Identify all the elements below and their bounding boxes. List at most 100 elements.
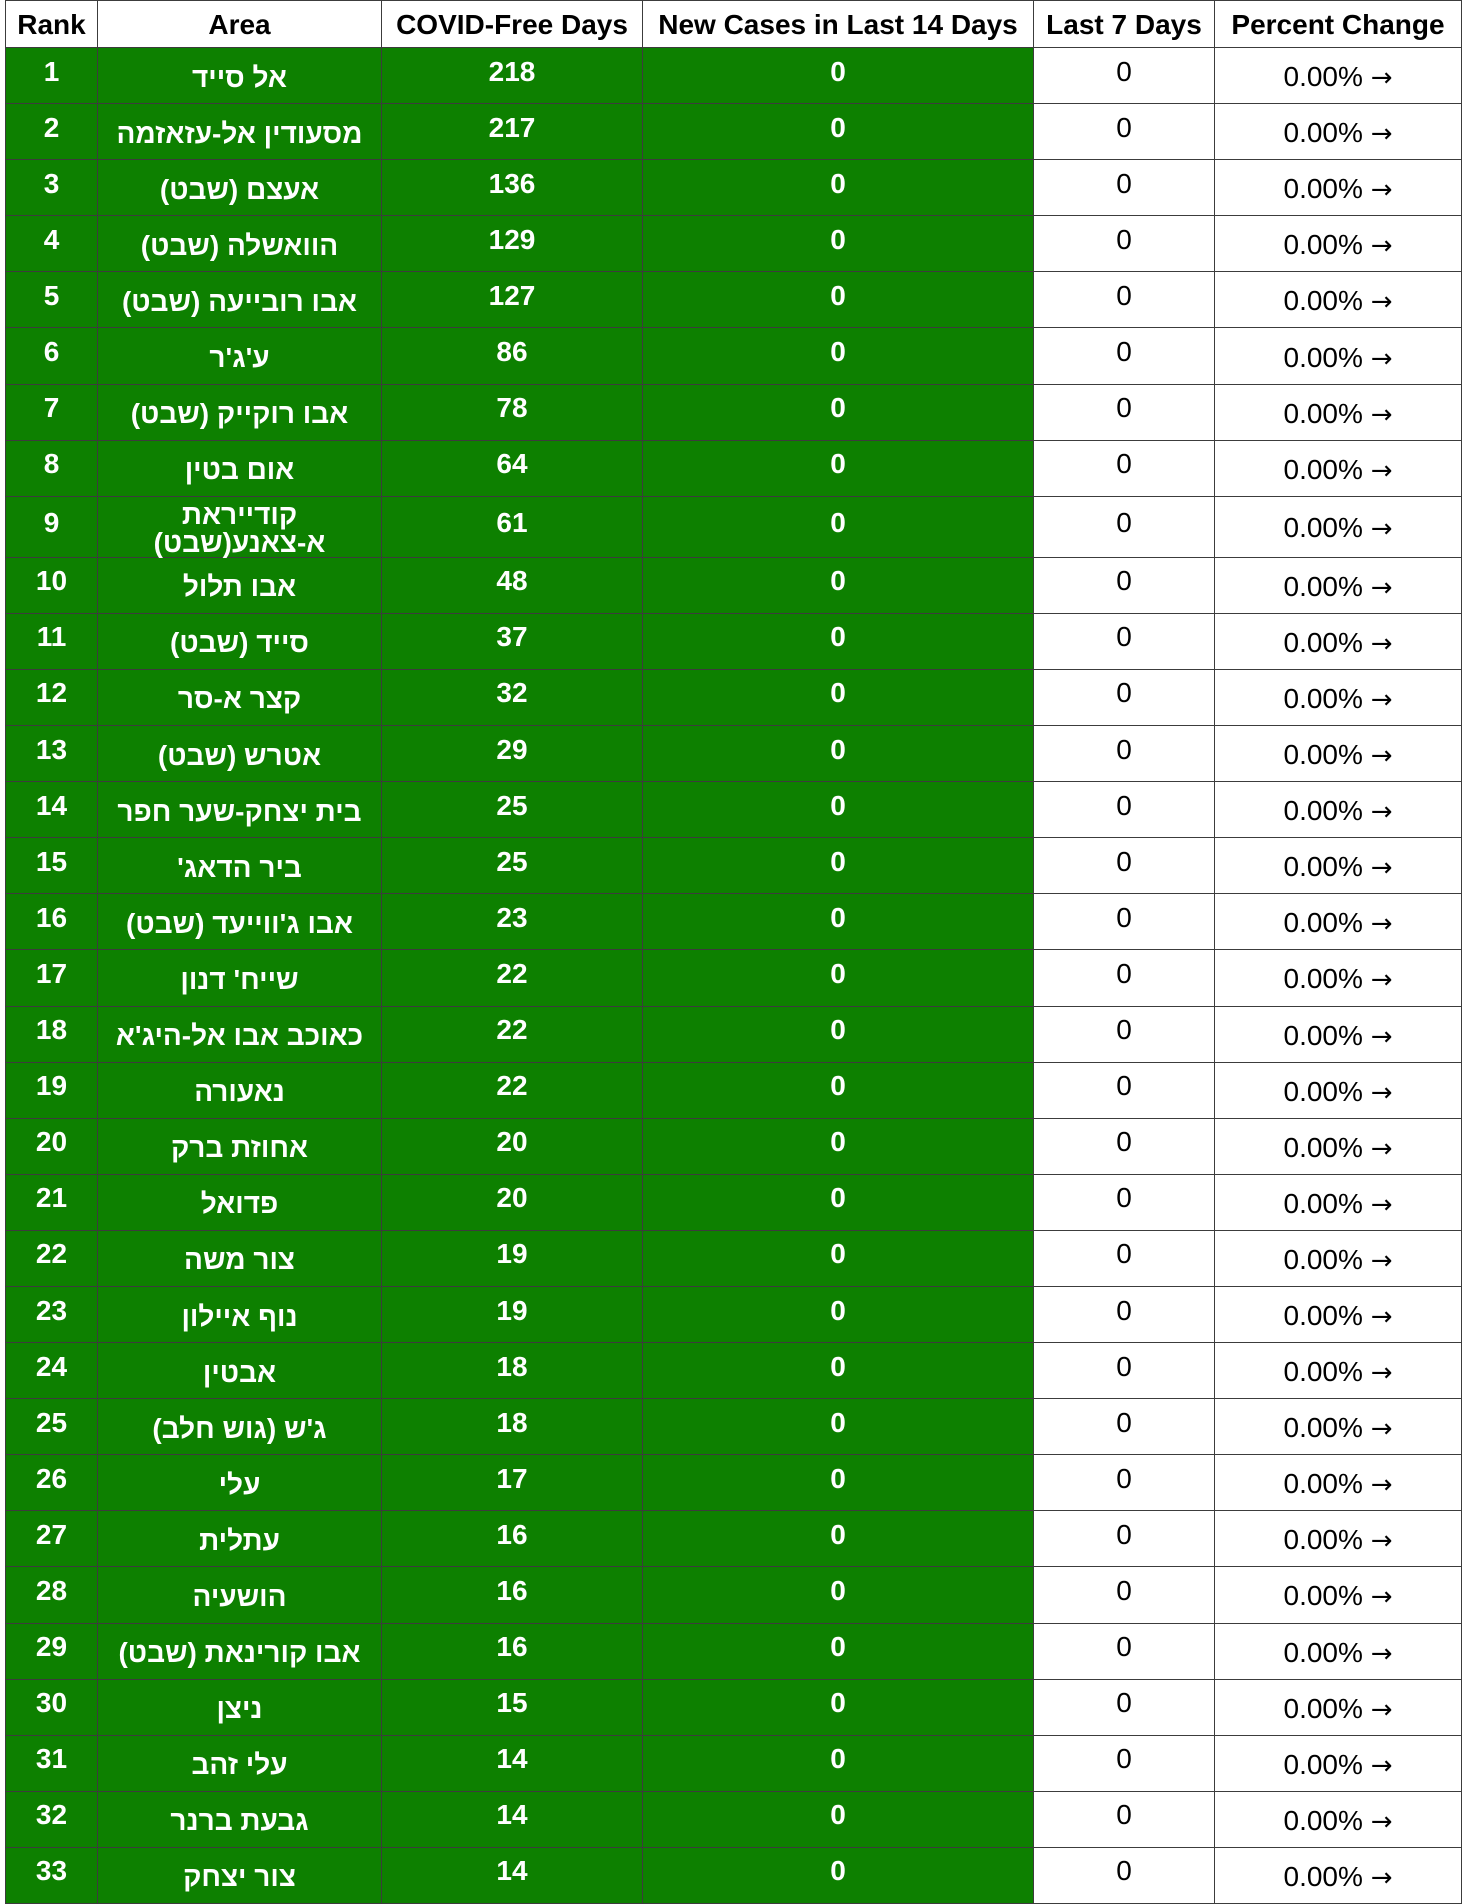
column-header-area[interactable]: Area — [97, 0, 382, 48]
percent-change-cell: 0.00% → — [1214, 271, 1462, 329]
percent-change-cell: 0.00% → — [1214, 495, 1462, 558]
covid-free-days-cell: 14 — [381, 1790, 643, 1848]
area-cell: עלי — [97, 1454, 382, 1512]
percent-change-value: 0.00% — [1283, 341, 1363, 373]
area-cell: ג'ש (גוש חלב) — [97, 1398, 382, 1456]
area-cell: ניצן — [97, 1678, 382, 1736]
column-header-covid-free-days[interactable]: COVID-Free Days — [381, 0, 643, 48]
covid-free-days-cell: 61 — [381, 495, 643, 558]
new-cases-14-days-cell: 0 — [642, 215, 1034, 273]
rank-cell: 18 — [5, 1005, 98, 1063]
percent-change-cell: 0.00% → — [1214, 103, 1462, 161]
new-cases-14-days-cell: 0 — [642, 1454, 1034, 1512]
percent-change-cell: 0.00% → — [1214, 1510, 1462, 1568]
percent-change-cell: 0.00% → — [1214, 1734, 1462, 1792]
covid-free-days-cell: 16 — [381, 1510, 643, 1568]
percent-change-cell: 0.00% → — [1214, 1285, 1462, 1344]
new-cases-14-days-cell: 0 — [642, 159, 1034, 217]
covid-free-days-table: Rank Area COVID-Free Days New Cases in L… — [5, 0, 1462, 1904]
percent-change-cell: 0.00% → — [1214, 556, 1462, 614]
table-row: 29 אבו קורינאת (שבט) 16 0 0 0.00% → — [5, 1622, 1462, 1680]
percent-change-cell: 0.00% → — [1214, 1061, 1462, 1119]
percent-change-value: 0.00% — [1283, 851, 1363, 883]
header-row: Rank Area COVID-Free Days New Cases in L… — [5, 0, 1462, 48]
right-arrow-icon: → — [1370, 1358, 1393, 1389]
right-arrow-icon: → — [1370, 1245, 1393, 1276]
last-7-days-cell: 0 — [1033, 1398, 1215, 1456]
percent-change-cell: 0.00% → — [1214, 159, 1462, 217]
percent-change-value: 0.00% — [1283, 1187, 1363, 1219]
percent-change-cell: 0.00% → — [1214, 215, 1462, 273]
percent-change-cell: 0.00% → — [1214, 1173, 1462, 1231]
area-cell: עתלית — [97, 1510, 382, 1568]
rank-cell: 7 — [5, 383, 98, 441]
area-cell: מסעודין אל-עזאזמה — [97, 103, 382, 161]
covid-free-days-cell: 129 — [381, 215, 643, 273]
percent-change-value: 0.00% — [1283, 117, 1363, 149]
rank-cell: 24 — [5, 1342, 98, 1400]
rank-cell: 28 — [5, 1566, 98, 1624]
area-cell: הוואשלה (שבט) — [97, 215, 382, 273]
table-row: 8 אום בטין 64 0 0 0.00% → — [5, 439, 1462, 497]
new-cases-14-days-cell: 0 — [642, 1229, 1034, 1287]
percent-change-value: 0.00% — [1283, 739, 1363, 771]
right-arrow-icon: → — [1370, 119, 1393, 150]
right-arrow-icon: → — [1370, 1021, 1393, 1052]
column-header-new-cases-14-days[interactable]: New Cases in Last 14 Days — [642, 0, 1034, 48]
new-cases-14-days-cell: 0 — [642, 725, 1034, 783]
rank-cell: 8 — [5, 439, 98, 497]
right-arrow-icon: → — [1370, 1302, 1393, 1333]
new-cases-14-days-cell: 0 — [642, 383, 1034, 441]
percent-change-cell: 0.00% → — [1214, 1622, 1462, 1680]
rank-cell: 23 — [5, 1285, 98, 1344]
new-cases-14-days-cell: 0 — [642, 103, 1034, 161]
area-cell: אבו רוקייק (שבט) — [97, 383, 382, 441]
column-header-rank[interactable]: Rank — [5, 0, 98, 48]
covid-free-days-cell: 86 — [381, 327, 643, 385]
table-row: 26 עלי 17 0 0 0.00% → — [5, 1454, 1462, 1512]
covid-free-days-cell: 18 — [381, 1398, 643, 1456]
new-cases-14-days-cell: 0 — [642, 893, 1034, 951]
right-arrow-icon: → — [1370, 1806, 1393, 1837]
percent-change-value: 0.00% — [1283, 907, 1363, 939]
column-header-last-7-days[interactable]: Last 7 Days — [1033, 0, 1215, 48]
covid-free-days-cell: 37 — [381, 612, 643, 670]
percent-change-cell: 0.00% → — [1214, 668, 1462, 727]
area-cell: צור יצחק — [97, 1846, 382, 1904]
rank-cell: 29 — [5, 1622, 98, 1680]
last-7-days-cell: 0 — [1033, 725, 1215, 783]
percent-change-cell: 0.00% → — [1214, 725, 1462, 783]
covid-free-days-cell: 22 — [381, 949, 643, 1007]
rank-cell: 33 — [5, 1846, 98, 1904]
covid-free-days-cell: 17 — [381, 1454, 643, 1512]
area-cell: הושעיה — [97, 1566, 382, 1624]
percent-change-cell: 0.00% → — [1214, 1005, 1462, 1063]
new-cases-14-days-cell: 0 — [642, 1285, 1034, 1344]
table-row: 12 קצר א-סר 32 0 0 0.00% → — [5, 668, 1462, 727]
column-header-percent-change[interactable]: Percent Change — [1214, 0, 1462, 48]
percent-change-value: 0.00% — [1283, 626, 1363, 658]
new-cases-14-days-cell: 0 — [642, 1342, 1034, 1400]
last-7-days-cell: 0 — [1033, 612, 1215, 670]
new-cases-14-days-cell: 0 — [642, 1510, 1034, 1568]
right-arrow-icon: → — [1370, 63, 1393, 94]
right-arrow-icon: → — [1370, 797, 1393, 828]
area-cell: צור משה — [97, 1229, 382, 1287]
new-cases-14-days-cell: 0 — [642, 1734, 1034, 1792]
percent-change-value: 0.00% — [1283, 229, 1363, 261]
percent-change-cell: 0.00% → — [1214, 1342, 1462, 1400]
rank-cell: 21 — [5, 1173, 98, 1231]
right-arrow-icon: → — [1370, 684, 1393, 715]
last-7-days-cell: 0 — [1033, 1734, 1215, 1792]
percent-change-cell: 0.00% → — [1214, 612, 1462, 670]
percent-change-cell: 0.00% → — [1214, 1790, 1462, 1848]
percent-change-value: 0.00% — [1283, 1019, 1363, 1051]
covid-free-days-cell: 78 — [381, 383, 643, 441]
covid-free-days-cell: 22 — [381, 1061, 643, 1119]
percent-change-cell: 0.00% → — [1214, 1229, 1462, 1287]
right-arrow-icon: → — [1370, 514, 1393, 545]
table-row: 5 אבו רובייעה (שבט) 127 0 0 0.00% → — [5, 271, 1462, 329]
new-cases-14-days-cell: 0 — [642, 327, 1034, 385]
area-cell: אטרש (שבט) — [97, 725, 382, 783]
right-arrow-icon: → — [1370, 965, 1393, 996]
